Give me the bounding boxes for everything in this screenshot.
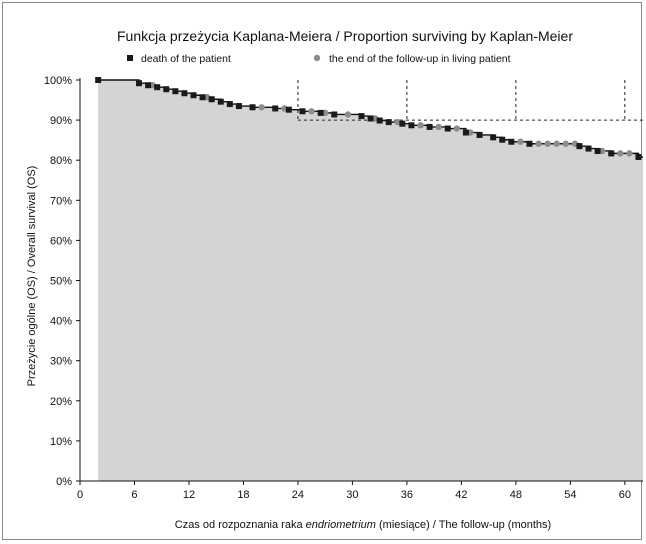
death-point-2 [145,82,151,88]
censored-point-20 [617,150,623,156]
death-point-9 [209,96,215,102]
y-tick-label-70: 70% [50,195,72,207]
y-tick-label-80: 80% [50,155,72,167]
death-point-7 [191,92,197,98]
x-axis-label-prefix: Czas od rozpoznania raka [175,519,306,531]
chart-title: Funkcja przeżycia Kaplana-Meiera / Propo… [117,28,573,44]
death-point-14 [272,105,278,111]
death-point-23 [399,121,405,127]
x-tick-label-54: 54 [564,489,576,501]
death-point-12 [236,103,242,109]
censored-point-14 [535,141,541,147]
death-point-36 [608,150,614,156]
censored-point-16 [554,141,560,147]
y-tick-label-100: 100% [44,75,72,87]
death-point-6 [181,90,187,96]
death-point-28 [477,132,483,138]
plot-area: 0% 10% 20% 30% 40% 50% 60% 70% 80% 90% 100% 0 6 12 18 2… [44,75,643,501]
y-tick-label-60: 60% [50,235,72,247]
survival-area [98,80,643,481]
y-tick-label-10: 10% [50,436,72,448]
y-tick-label-40: 40% [50,316,72,328]
y-tick-label-0: 0% [56,476,72,488]
x-tick-label-42: 42 [455,489,467,501]
death-point-15 [286,107,292,113]
death-point-25 [427,124,433,130]
death-point-8 [200,94,206,100]
death-point-18 [331,111,337,117]
y-tick-label-90: 90% [50,115,72,127]
y-tick-label-30: 30% [50,356,72,368]
censored-point-9 [417,122,423,128]
death-point-11 [227,101,233,107]
death-point-24 [408,122,414,128]
death-point-35 [595,148,601,154]
death-point-29 [490,134,496,140]
censored-point-4 [308,108,314,114]
death-point-1 [136,80,142,86]
x-axis-label-italic: endriometrium [306,519,376,531]
death-point-27 [463,130,469,136]
legend-death-marker [127,55,133,61]
x-tick-label-60: 60 [619,489,631,501]
censored-point-2 [258,104,264,110]
censored-point-13 [517,139,523,145]
censored-point-17 [563,141,569,147]
x-tick-label-24: 24 [292,489,304,501]
y-axis-label: Przeżycie ogólne (OS) / Overall survival… [26,166,38,387]
x-tick-label-6: 6 [131,489,137,501]
legend-death-label: death of the patient [141,53,231,65]
death-point-13 [250,104,256,110]
death-point-19 [359,113,365,119]
x-tick-label-12: 12 [183,489,195,501]
x-tick-label-30: 30 [346,489,358,501]
censored-point-21 [626,150,632,156]
death-point-17 [318,110,324,116]
death-point-3 [154,84,160,90]
death-point-0 [95,77,101,83]
death-point-20 [368,115,374,121]
y-tick-label-50: 50% [50,276,72,288]
death-point-26 [445,126,451,132]
death-point-21 [377,118,383,124]
x-axis-label-suffix: (miesiące) / The follow-up (months) [376,519,551,531]
death-point-4 [163,86,169,92]
legend: death of the patient the end of the foll… [127,53,511,65]
death-point-16 [299,108,305,114]
censored-point-6 [345,111,351,117]
death-point-33 [576,143,582,149]
censored-point-11 [454,125,460,131]
x-tick-label-48: 48 [510,489,522,501]
death-point-31 [508,139,514,145]
death-point-30 [499,137,505,143]
death-point-10 [218,99,224,105]
death-point-22 [386,119,392,125]
legend-censored-label: the end of the follow-up in living patie… [329,53,511,65]
death-point-37 [635,154,641,160]
death-point-5 [172,88,178,94]
x-tick-label-18: 18 [237,489,249,501]
legend-censored-marker [314,55,320,61]
censored-point-10 [435,124,441,130]
censored-point-15 [544,141,550,147]
x-tick-label-0: 0 [77,489,83,501]
death-point-32 [526,141,532,147]
x-axis-label: Czas od rozpoznania raka endriometrium (… [175,519,551,531]
x-tick-label-36: 36 [401,489,413,501]
y-tick-label-20: 20% [50,396,72,408]
death-point-34 [586,146,592,152]
